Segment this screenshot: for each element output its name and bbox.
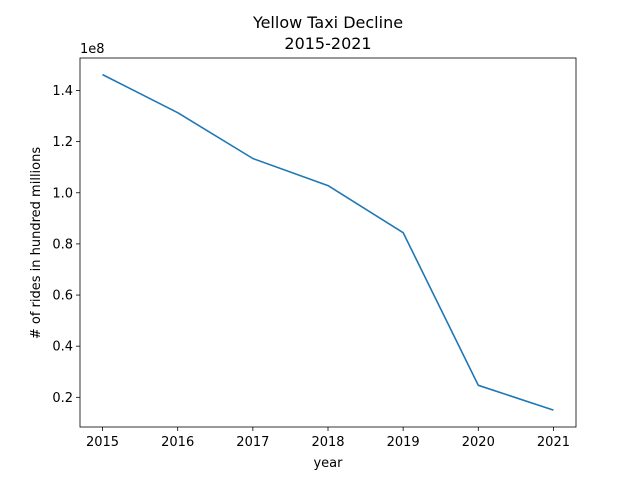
chart-title: Yellow Taxi Decline — [252, 13, 403, 32]
y-tick-label: 1.4 — [52, 84, 73, 99]
y-tick-label: 0.2 — [52, 391, 73, 406]
x-tick-label: 2019 — [387, 435, 420, 450]
series-line-0 — [102, 73, 554, 411]
x-axis: 2015 2016 2017 2018 2019 2020 2021 — [86, 427, 570, 450]
y-tick-label: 0.4 — [52, 340, 73, 355]
y-tick-label: 1.2 — [52, 135, 73, 150]
y-tick-label: 0.8 — [52, 237, 73, 252]
y-axis: 0.2 0.4 0.6 0.8 1.0 1.2 1.4 — [52, 84, 80, 406]
y-axis-offset-label: 1e8 — [80, 42, 105, 57]
y-tick-label: 1.0 — [52, 186, 73, 201]
axes-frame — [79, 57, 577, 428]
chart-subtitle: 2015-2021 — [284, 34, 371, 53]
x-tick-label: 2016 — [161, 435, 194, 450]
x-tick-label: 2015 — [86, 435, 119, 450]
y-tick-label: 0.6 — [52, 289, 73, 304]
x-tick-label: 2021 — [537, 435, 570, 450]
x-tick-label: 2018 — [311, 435, 344, 450]
plot-area — [79, 57, 577, 428]
x-axis-label: year — [313, 456, 343, 471]
y-axis-label: # of rides in hundred millions — [29, 147, 44, 339]
x-tick-label: 2020 — [462, 435, 495, 450]
x-tick-label: 2017 — [236, 435, 269, 450]
